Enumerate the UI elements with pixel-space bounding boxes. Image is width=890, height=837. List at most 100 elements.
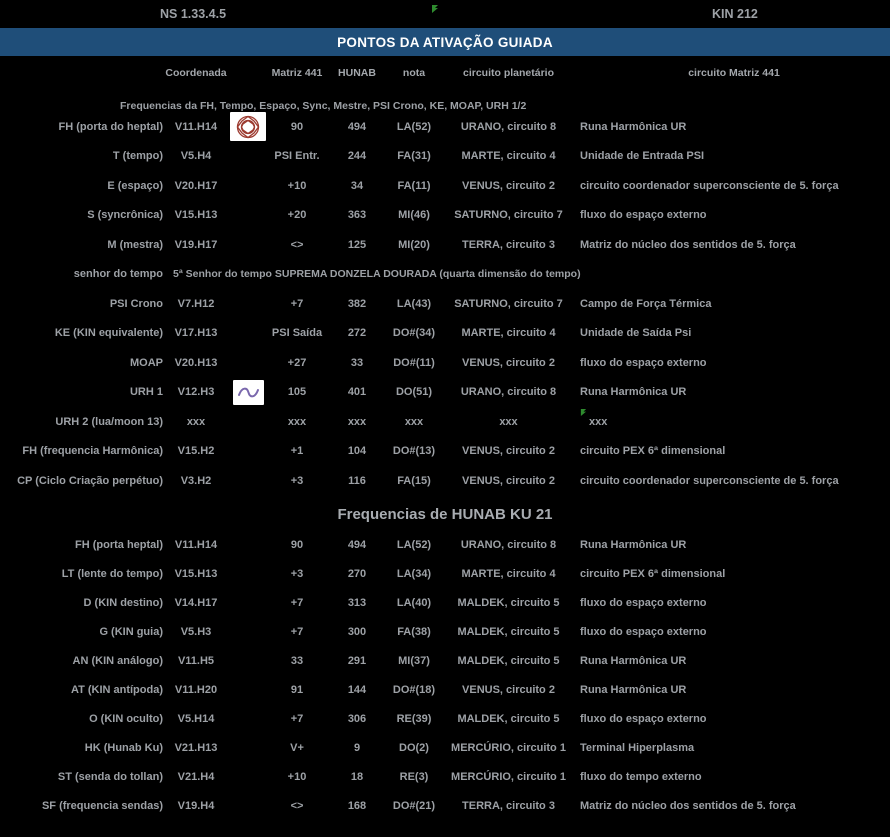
cell-circuito-planetario: MERCÚRIO, circuito 1 <box>439 771 578 783</box>
column-header-row: Coordenada Matriz 441 HUNAB nota circuit… <box>0 56 890 90</box>
row-label: HK (Hunab Ku) <box>84 742 163 754</box>
cell-circuito-matriz-441: Unidade de Saída Psi <box>578 327 890 339</box>
cell-matriz-441-value: xxx <box>287 415 307 428</box>
table-row: S (syncrônica) V15.H13 +20 363 MI(46) SATURNO… <box>0 201 890 231</box>
cell-nota: LA(52) <box>389 539 439 551</box>
row-label: KE (KIN equivalente) <box>54 327 163 340</box>
cell-circuito-matriz-441: Matriz do núcleo dos sentidos de 5. forç… <box>578 239 890 251</box>
cell-circuito-planetario: xxx <box>439 416 578 428</box>
cell-hunab-value: 363 <box>347 209 367 222</box>
cell-hunab-value: xxx <box>347 415 367 428</box>
table-row: MOAP V20.H13 +27 33 DO#(11) VENUS, circuito 2… <box>0 348 890 378</box>
green-flag-marker-icon <box>431 3 439 13</box>
cell-hunab-value: 33 <box>350 356 364 369</box>
cell-matriz-441: 105 <box>269 386 325 398</box>
cell-circuito-planetario-value: TERRA, circuito 3 <box>462 800 555 812</box>
cell-circuito-matriz-441: xxx <box>578 408 890 428</box>
cell-matriz-441-value: V+ <box>290 742 304 754</box>
cell-nota: DO(51) <box>389 386 439 398</box>
cell-circuito-matriz-441-value: Unidade de Entrada PSI <box>580 150 705 163</box>
cell-hunab-value: 168 <box>347 800 367 812</box>
table-row: senhor do tempo 5ª Senhor do tempo SUPREM… <box>0 260 890 290</box>
cell-matriz-441-value: 90 <box>290 120 304 133</box>
table-row: ST (senda do tollan) V21.H4 +10 18 RE(3) MERC… <box>0 763 890 792</box>
cell-matriz-441-value: +1 <box>290 445 304 458</box>
cell-matriz-441-value: +7 <box>290 626 304 638</box>
row-label: MOAP <box>130 356 163 369</box>
cell-coordenada: V20.H17 <box>165 180 227 192</box>
cell-coordenada-value: V19.H17 <box>174 238 218 251</box>
row-label: URH 2 (lua/moon 13) <box>55 415 163 428</box>
cell-matriz-441-value: +10 <box>287 179 307 192</box>
cell-circuito-planetario-value: SATURNO, circuito 7 <box>454 209 563 222</box>
cell-nota: DO#(21) <box>389 800 439 812</box>
table-row: CP (Ciclo Criação perpétuo) V3.H2 +3 116 FA(… <box>0 466 890 496</box>
cell-nota-value: FA(31) <box>397 150 431 163</box>
cell-matriz-441-value: <> <box>290 800 304 812</box>
cell-circuito-matriz-441: fluxo do tempo externo <box>578 771 890 783</box>
row-label: FH (frequencia Harmônica) <box>22 445 163 458</box>
cell-coordenada: V14.H17 <box>165 597 227 609</box>
column-header-coordenada: Coordenada <box>165 67 227 79</box>
cell-nota-value: MI(37) <box>398 655 430 667</box>
cell-hunab: 270 <box>325 568 389 580</box>
cell-circuito-planetario: MARTE, circuito 4 <box>439 568 578 580</box>
cell-nota: LA(52) <box>389 121 439 133</box>
column-header-circuito-matriz: circuito Matriz 441 <box>688 67 780 79</box>
cell-hunab-value: 104 <box>347 445 367 458</box>
cell-hunab-value: 494 <box>347 120 367 133</box>
cell-matriz-441: +10 <box>269 180 325 192</box>
cell-nota: MI(20) <box>389 239 439 251</box>
cell-hunab-value: 34 <box>350 179 364 192</box>
cell-matriz-441-value: +10 <box>287 771 307 783</box>
cell-matriz-441: +27 <box>269 357 325 369</box>
cell-circuito-matriz-441-value: Terminal Hiperplasma <box>580 742 695 754</box>
cell-hunab: 144 <box>325 684 389 696</box>
cell-hunab-value: 300 <box>347 626 367 638</box>
cell-circuito-matriz-441-value: circuito PEX 6ª dimensional <box>580 445 726 458</box>
cell-circuito-planetario-value: URANO, circuito 8 <box>460 120 557 133</box>
cell-coordenada: V15.H13 <box>165 209 227 221</box>
cell-circuito-matriz-441: Unidade de Entrada PSI <box>578 150 890 162</box>
cell-matriz-441: +7 <box>269 626 325 638</box>
cell-circuito-matriz-441-value: fluxo do espaço externo <box>580 209 707 222</box>
cell-nota-value: LA(43) <box>396 297 432 310</box>
cell-nota-value: LA(52) <box>396 120 432 133</box>
cell-coordenada: xxx <box>165 416 227 428</box>
cell-circuito-matriz-441: fluxo do espaço externo <box>578 209 890 221</box>
cell-matriz-441-value: 90 <box>290 539 304 551</box>
cell-circuito-matriz-441-value: Runa Harmônica UR <box>580 655 687 667</box>
cell-hunab: 125 <box>325 239 389 251</box>
row-label: D (KIN destino) <box>83 597 163 609</box>
cell-hunab: 306 <box>325 713 389 725</box>
cell-circuito-matriz-441-value: fluxo do espaço externo <box>580 356 707 369</box>
column-header-hunab: HUNAB <box>338 67 376 79</box>
cell-matriz-441: V+ <box>269 742 325 754</box>
cell-circuito-planetario: URANO, circuito 8 <box>439 121 578 133</box>
cell-circuito-matriz-441-value: fluxo do espaço externo <box>580 713 707 725</box>
cell-circuito-planetario: VENUS, circuito 2 <box>439 180 578 192</box>
cell-nota: xxx <box>389 416 439 428</box>
table-row: LT (lente do tempo) V15.H13 +3 270 LA(34) MAR… <box>0 560 890 589</box>
cell-coordenada: V21.H4 <box>165 771 227 783</box>
cell-nota: FA(11) <box>389 180 439 192</box>
cell-matriz-441: +7 <box>269 298 325 310</box>
cell-matriz-441-value: 105 <box>287 386 307 399</box>
cell-nota-value: MI(20) <box>398 238 430 251</box>
cell-nota-value: DO#(34) <box>392 327 436 340</box>
cell-matriz-441-value: +3 <box>290 568 304 580</box>
row-label: E (espaço) <box>107 179 163 192</box>
table-row: O (KIN oculto) V5.H14 +7 306 RE(39) MALDEK, c… <box>0 705 890 734</box>
cell-hunab: 494 <box>325 539 389 551</box>
ns-date-label: NS 1.33.4.5 <box>160 7 227 21</box>
cell-coordenada: V19.H17 <box>165 239 227 251</box>
cell-coordenada-value: V11.H5 <box>177 655 215 667</box>
cell-circuito-planetario-value: MERCÚRIO, circuito 1 <box>451 742 566 754</box>
cell-circuito-matriz-441: Runa Harmônica UR <box>578 684 890 696</box>
cell-icon <box>227 112 269 142</box>
cell-coordenada: V11.H14 <box>165 539 227 551</box>
cell-nota-value: DO(51) <box>395 386 433 399</box>
cell-nota: RE(3) <box>389 771 439 783</box>
table-row: E (espaço) V20.H17 +10 34 FA(11) VENUS, circu… <box>0 171 890 201</box>
cell-circuito-planetario-value: MERCÚRIO, circuito 1 <box>451 771 566 783</box>
